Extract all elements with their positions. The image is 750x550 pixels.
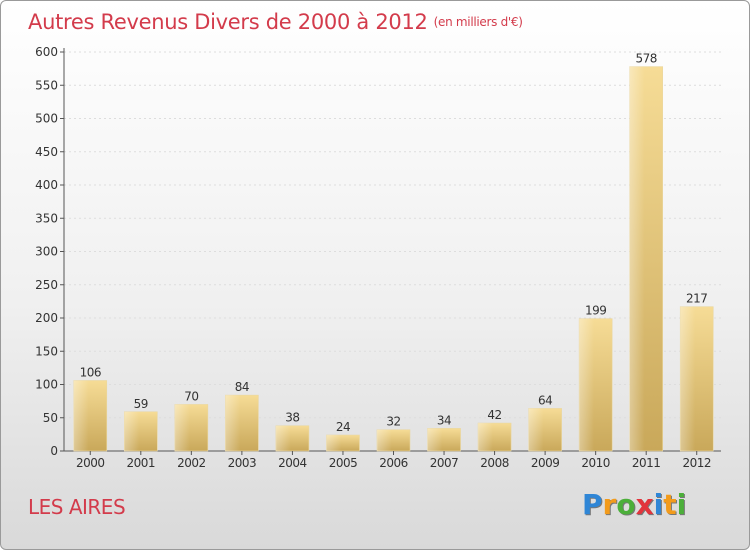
bar-value-label: 84 [235,380,249,394]
x-tick-label: 2001 [127,456,156,470]
x-tick-label: 2011 [632,456,661,470]
y-tick-label: 500 [35,112,58,126]
x-tick-label: 2008 [480,456,509,470]
bar-highlight [326,435,342,451]
x-tick-label: 2002 [177,456,206,470]
bar-highlight [377,429,392,451]
bar-highlight [174,404,190,451]
bar-highlight [73,380,89,451]
bar-highlight [579,318,595,451]
bar-value-label: 578 [635,52,656,66]
y-tick-label: 250 [35,278,58,292]
bar-value-label: 34 [437,413,451,427]
x-tick-label: 2005 [329,456,358,470]
bar-highlight [427,428,443,451]
chart-title: Autres Revenus Divers de 2000 à 2012 (en … [28,10,523,34]
logo-letter: i [653,488,664,521]
x-tick-label: 2010 [581,456,610,470]
proxiti-logo[interactable]: Proxiti [582,488,686,521]
bar-value-label: 59 [134,397,148,411]
bar-highlight [225,395,241,451]
bar-value-label: 24 [336,420,350,434]
y-tick-label: 300 [35,245,58,259]
logo-letter: P [582,488,603,521]
bar-value-label: 106 [80,366,101,380]
x-tick-label: 2006 [379,456,408,470]
bar-value-label: 217 [686,292,707,306]
bar-highlight [124,411,140,451]
bar-value-label: 32 [386,415,400,429]
bar-value-label: 42 [487,408,501,422]
logo-letter: r [602,488,617,521]
y-tick-label: 0 [50,444,58,458]
chart-title-text: Autres Revenus Divers de 2000 à 2012 [28,10,428,34]
y-tick-label: 150 [35,344,58,358]
bar-highlight [680,306,696,451]
chart-unit: (en milliers d'€) [433,15,523,29]
y-tick-label: 550 [35,78,58,92]
y-tick-label: 400 [35,178,58,192]
bar-highlight [629,66,645,451]
logo-letter: i [676,488,687,521]
logo-letter: o [616,488,636,521]
y-tick-label: 350 [35,211,58,225]
bar-highlight [528,408,544,451]
y-tick-label: 100 [35,378,58,392]
bar-value-label: 38 [285,411,299,425]
x-tick-label: 2007 [430,456,459,470]
x-tick-label: 2012 [682,456,711,470]
bar-value-label: 199 [585,304,606,318]
logo-letter: x [635,488,654,521]
y-tick-label: 200 [35,311,58,325]
bar-highlight [275,425,291,451]
x-tick-label: 2003 [228,456,257,470]
x-tick-label: 2004 [278,456,307,470]
place-name: LES AIRES [28,495,126,519]
y-tick-label: 450 [35,145,58,159]
x-tick-label: 2009 [531,456,560,470]
x-tick-label: 2000 [76,456,105,470]
bar-value-label: 64 [538,393,552,407]
bar-highlight [478,423,493,451]
bar-value-label: 70 [184,389,198,403]
y-tick-label: 50 [43,411,58,425]
logo-letter: t [663,488,677,521]
y-tick-label: 600 [35,45,58,59]
